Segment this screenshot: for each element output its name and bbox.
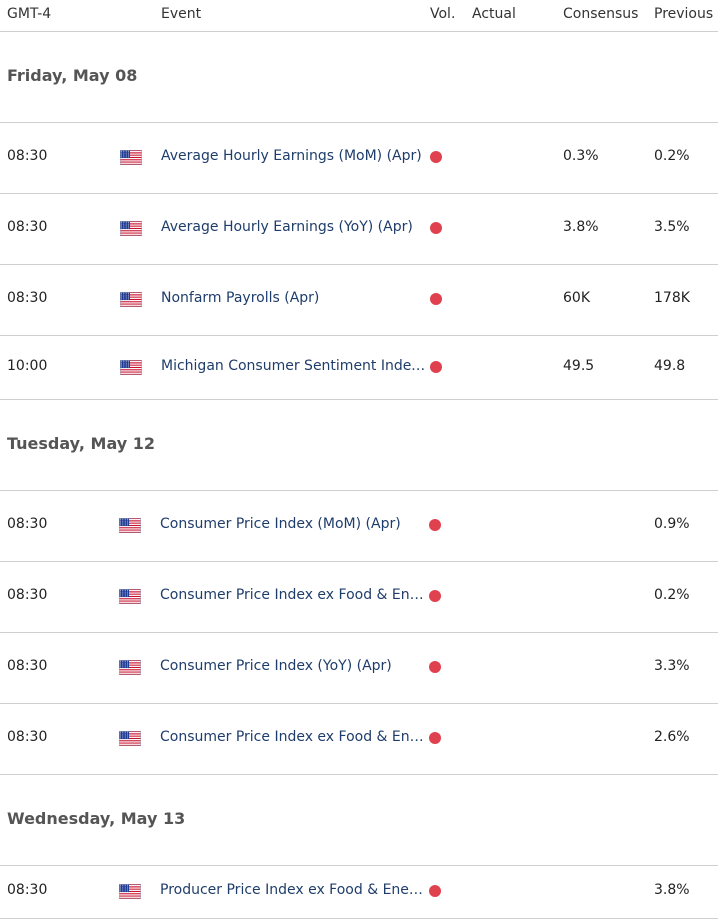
volatility-high-icon [429,732,441,744]
volatility-high-icon [430,222,442,234]
event-row[interactable]: 08:30 Consumer Price Index (MoM) (Apr) 0.9… [0,491,718,562]
event-name-link[interactable]: Average Hourly Earnings (MoM) (Apr) [161,148,422,164]
previous-value: 3.5% [654,219,690,235]
table-header: GMT-4 Event Vol. Actual Consensus Previo… [0,0,718,32]
event-time: 08:30 [7,729,48,745]
consensus-column-header: Consensus [563,6,639,22]
event-time: 10:00 [7,357,48,374]
volatility-high-icon [429,885,441,897]
volatility-high-icon [430,293,442,305]
volatility-high-icon [430,151,442,163]
timezone-label[interactable]: GMT-4 [7,6,52,22]
us-flag-icon [119,884,141,899]
section-date-title: Wednesday, May 13 [7,809,186,828]
previous-value: 3.3% [654,658,690,674]
us-flag-icon [119,660,141,675]
event-time: 08:30 [7,148,48,164]
consensus-value: 60K [563,290,590,306]
event-time: 08:30 [7,290,48,306]
event-row[interactable]: 08:30 Average Hourly Earnings (MoM) (Apr)… [0,123,718,194]
event-row[interactable]: 08:30 Producer Price Index ex Food & Ener… [0,866,718,919]
event-row[interactable]: 08:30 Nonfarm Payrolls (Apr) 60K 178K [0,265,718,336]
event-time: 08:30 [7,587,48,603]
event-row[interactable]: 08:30 Consumer Price Index (YoY) (Apr) 3.3… [0,633,718,704]
consensus-value: 0.3% [563,148,599,164]
previous-column-header: Previous [654,6,714,22]
us-flag-icon [120,359,142,375]
volatility-high-icon [429,661,441,673]
date-section-header: Wednesday, May 13 [0,775,718,866]
consensus-value: 3.8% [563,219,599,235]
event-name-link[interactable]: Consumer Price Index (MoM) (Apr) [160,516,401,532]
date-section-header: Friday, May 08 [0,32,718,123]
event-name-link[interactable]: Michigan Consumer Sentiment Index… [161,357,429,374]
previous-value: 3.8% [654,882,690,898]
event-name-link[interactable]: Nonfarm Payrolls (Apr) [161,290,320,306]
consensus-value: 49.5 [563,357,595,374]
previous-value: 0.2% [654,148,690,164]
event-name-link[interactable]: Producer Price Index ex Food & Energ… [160,882,428,898]
us-flag-icon [119,518,141,533]
us-flag-icon [120,292,142,307]
date-section-header: Tuesday, May 12 [0,400,718,491]
event-column-header: Event [161,6,202,22]
event-time: 08:30 [7,882,48,898]
previous-value: 49.8 [654,357,686,374]
event-time: 08:30 [7,658,48,674]
event-name-link[interactable]: Average Hourly Earnings (YoY) (Apr) [161,219,413,235]
section-date-title: Friday, May 08 [7,66,138,85]
previous-value: 2.6% [654,729,690,745]
volatility-high-icon [429,590,441,602]
previous-value: 0.2% [654,587,690,603]
us-flag-icon [119,589,141,604]
event-row[interactable]: 08:30 Average Hourly Earnings (YoY) (Apr)… [0,194,718,265]
us-flag-icon [119,731,141,746]
volatility-high-icon [429,519,441,531]
section-date-title: Tuesday, May 12 [7,434,156,453]
event-row[interactable]: 08:30 Consumer Price Index ex Food & Ener… [0,704,718,775]
us-flag-icon [120,221,142,236]
event-name-link[interactable]: Consumer Price Index ex Food & Ener… [160,729,428,745]
us-flag-icon [120,150,142,165]
volatility-high-icon [430,360,442,373]
actual-column-header: Actual [472,6,516,22]
volatility-column-header: Vol. [430,6,456,22]
event-time: 08:30 [7,516,48,532]
event-row[interactable]: 10:00 Michigan Consumer Sentiment Index… 4… [0,336,718,400]
previous-value: 0.9% [654,516,690,532]
event-time: 08:30 [7,219,48,235]
previous-value: 178K [654,290,690,306]
event-name-link[interactable]: Consumer Price Index ex Food & Ener… [160,587,428,603]
event-name-link[interactable]: Consumer Price Index (YoY) (Apr) [160,658,392,674]
event-row[interactable]: 08:30 Consumer Price Index ex Food & Ener… [0,562,718,633]
